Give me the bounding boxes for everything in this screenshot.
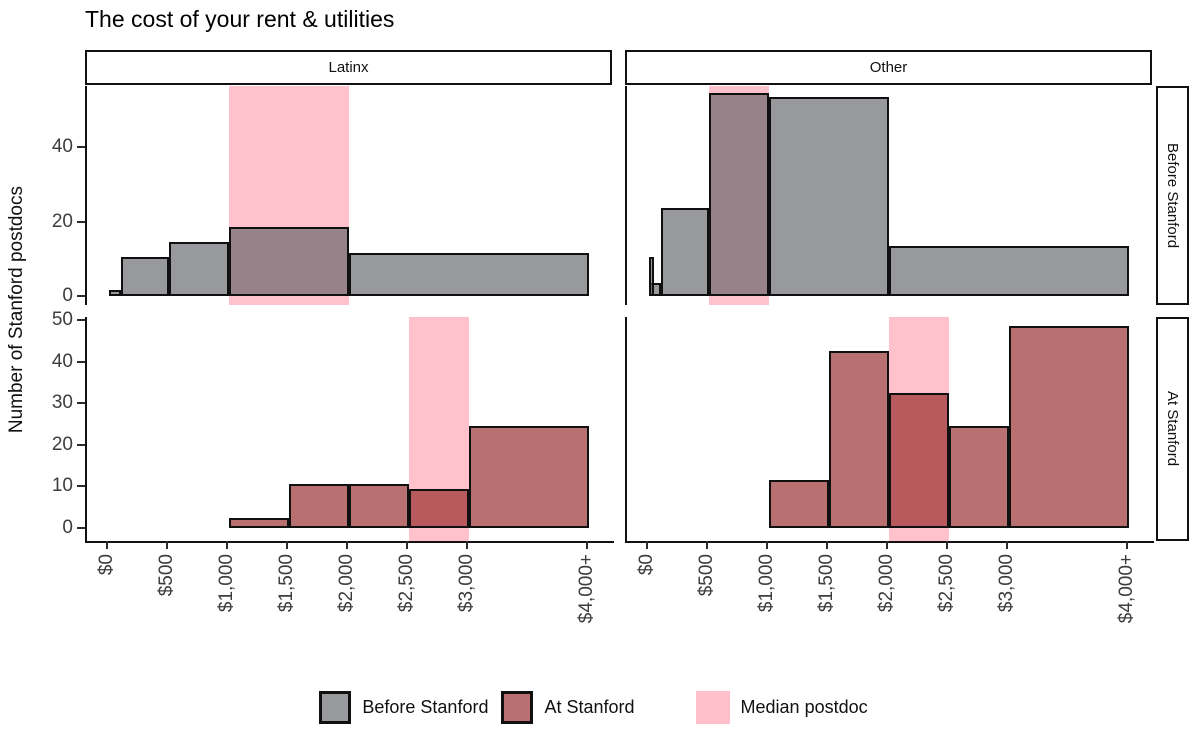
legend-swatch-at-stanford	[501, 691, 534, 724]
facet-strip-before-stanford-label: Before Stanford	[1164, 142, 1181, 249]
legend: Before Stanford At Stanford Median postd…	[0, 691, 1200, 724]
legend-item-before-stanford: Before Stanford	[319, 691, 488, 724]
legend-swatch-before-stanford	[319, 691, 352, 724]
histogram-bar	[409, 488, 469, 528]
x-tick-label: $4,000+	[1116, 554, 1137, 624]
x-tick-label: $1,500	[816, 554, 837, 613]
facet-strip-latinx: Latinx	[85, 50, 612, 85]
histogram-bar	[469, 426, 589, 528]
x-tick-mark	[406, 541, 408, 549]
y-tick-mark	[77, 402, 85, 405]
y-tick-label: 50	[51, 309, 73, 330]
histogram-bar	[769, 96, 889, 296]
y-tick-label: 20	[51, 210, 73, 232]
panel-other-at-stanford	[625, 317, 1154, 543]
x-tick-label: $4,000+	[576, 554, 597, 624]
panel-latinx-at-stanford	[85, 317, 614, 543]
legend-swatch-median-postdoc	[695, 691, 730, 724]
x-tick-label: $2,000	[876, 554, 897, 613]
y-tick-label: 10	[51, 475, 73, 497]
y-tick-mark	[77, 527, 85, 529]
histogram-bar	[829, 351, 889, 528]
facet-strip-before-stanford: Before Stanford	[1156, 86, 1189, 305]
histogram-bar	[169, 241, 229, 296]
x-tick-mark	[226, 541, 228, 549]
x-tick-mark	[466, 541, 468, 549]
x-tick-mark	[1126, 541, 1128, 549]
y-tick-label: 30	[51, 392, 73, 414]
histogram-bar	[121, 256, 169, 296]
x-tick-mark	[346, 541, 348, 549]
x-tick-label: $3,000	[456, 554, 477, 613]
facet-strip-at-stanford: At Stanford	[1156, 317, 1189, 541]
facet-strip-at-stanford-label: At Stanford	[1164, 391, 1181, 467]
x-tick-mark	[766, 541, 768, 549]
x-tick-label: $1,000	[216, 554, 237, 613]
histogram-bar	[661, 208, 709, 296]
x-tick-label: $500	[696, 554, 717, 597]
histogram-bar	[889, 245, 1129, 296]
x-tick-label: $2,000	[336, 554, 357, 613]
facet-strip-other-label: Other	[869, 59, 908, 76]
x-tick-label: $0	[636, 554, 657, 576]
histogram-bar	[769, 480, 829, 528]
histogram-bar	[709, 92, 769, 296]
legend-item-at-stanford: At Stanford	[501, 691, 635, 724]
histogram-bar	[349, 253, 589, 296]
x-tick-mark	[1006, 541, 1008, 549]
x-tick-mark	[826, 541, 828, 549]
y-tick-mark	[77, 360, 85, 363]
x-tick-label: $2,500	[936, 554, 957, 613]
x-tick-mark	[166, 541, 168, 549]
x-tick-mark	[106, 541, 108, 549]
panel-latinx-before-stanford	[85, 86, 614, 305]
histogram-bar	[289, 484, 349, 528]
legend-label: At Stanford	[544, 697, 635, 717]
y-tick-mark	[77, 485, 85, 488]
x-tick-label: $500	[156, 554, 177, 597]
histogram-bar	[349, 484, 409, 528]
y-tick-label: 40	[51, 350, 73, 372]
y-tick-mark	[77, 146, 85, 148]
chart-title: The cost of your rent & utilities	[85, 6, 395, 32]
histogram-bar	[109, 290, 121, 296]
y-tick-label: 40	[51, 136, 73, 157]
panel-other-before-stanford	[625, 86, 1154, 305]
histogram-bar	[949, 426, 1009, 528]
x-tick-label: $1,500	[276, 554, 297, 613]
legend-item-median-postdoc: Median postdoc	[695, 691, 868, 724]
y-tick-mark	[77, 443, 85, 446]
histogram-bar	[649, 256, 654, 296]
legend-label: Before Stanford	[362, 697, 489, 717]
y-tick-label: 0	[62, 517, 73, 538]
facet-strip-other: Other	[625, 50, 1152, 85]
x-tick-label: $0	[96, 554, 117, 576]
x-tick-mark	[946, 541, 948, 549]
x-tick-mark	[886, 541, 888, 549]
histogram-bar	[229, 517, 289, 528]
histogram-bar	[229, 226, 349, 296]
y-tick-mark	[77, 319, 85, 321]
x-tick-label: $2,500	[396, 554, 417, 613]
y-tick-mark	[77, 220, 85, 223]
y-tick-label: 0	[62, 285, 73, 306]
x-tick-label: $1,000	[756, 554, 777, 613]
y-axis-title: Number of Stanford postdocs	[6, 186, 27, 434]
facet-strip-latinx-label: Latinx	[328, 59, 369, 76]
x-tick-mark	[286, 541, 288, 549]
x-tick-label: $3,000	[996, 554, 1017, 613]
y-tick-mark	[77, 295, 85, 297]
x-tick-mark	[586, 541, 588, 549]
legend-label: Median postdoc	[740, 697, 868, 717]
x-tick-mark	[646, 541, 648, 549]
histogram-bar	[1009, 326, 1129, 528]
histogram-bar	[889, 392, 949, 528]
y-tick-label: 20	[51, 433, 73, 455]
x-tick-mark	[706, 541, 708, 549]
